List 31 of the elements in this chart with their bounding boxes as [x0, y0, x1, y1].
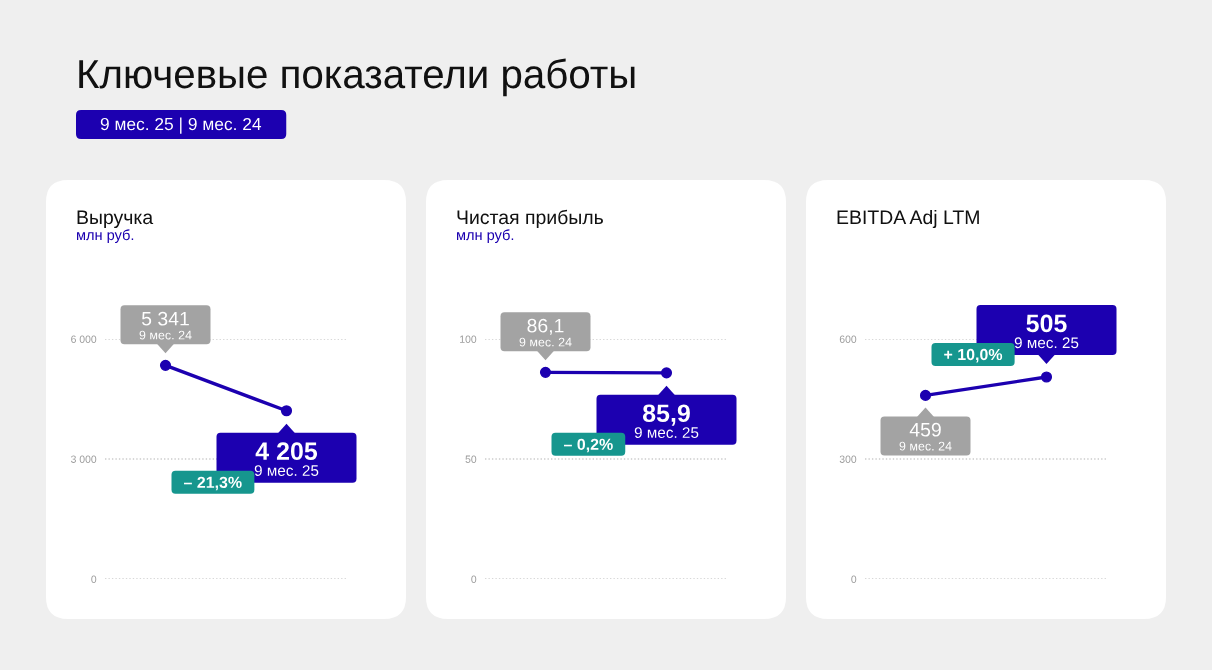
x-tick-label: 9 мес. 24 — [899, 441, 952, 451]
x-tick-label: 9 мес. 24 — [519, 337, 572, 347]
y-tick-label: 50 — [465, 455, 477, 463]
chart-subtitle: млн руб. — [457, 229, 514, 244]
data-label: 5 341 — [141, 311, 189, 326]
x-tick-label: 9 мес. 25 — [254, 465, 319, 476]
chart-subtitle: млн руб. — [77, 229, 134, 244]
y-tick-label: 600 — [839, 335, 857, 343]
x-tick-label: 9 мес. 24 — [139, 330, 192, 340]
y-tick-label: 3 000 — [71, 455, 97, 463]
y-tick-label: 300 — [839, 455, 857, 463]
x-tick-label: 9 мес. 25 — [634, 427, 699, 438]
x-tick-label: 9 мес. 25 — [1014, 337, 1079, 349]
y-tick-label: 6 000 — [71, 335, 97, 343]
data-label: 459 — [909, 422, 941, 437]
y-tick-label: 100 — [460, 335, 477, 343]
data-label: 86,1 — [527, 318, 564, 335]
data-label: 505 — [1026, 314, 1067, 333]
y-tick-label: 0 — [91, 575, 97, 583]
y-tick-label: 0 — [471, 575, 477, 583]
chart-title: EBITDA Adj LTM — [837, 209, 979, 229]
chart-title: Чистая прибыль — [457, 209, 603, 229]
annotation: – 21,3% — [183, 476, 242, 491]
data-label: 4 205 — [255, 442, 318, 461]
y-tick-label: 0 — [851, 575, 857, 583]
text: Ключевые показатели работы — [79, 58, 635, 97]
text: 9 мес. 25 | 9 мес. 24 — [100, 117, 262, 134]
chart-title: Выручка — [77, 210, 154, 229]
data-label: 85,9 — [642, 404, 690, 426]
annotation: – 0,2% — [563, 438, 613, 453]
annotation: + 10,0% — [944, 348, 1003, 363]
